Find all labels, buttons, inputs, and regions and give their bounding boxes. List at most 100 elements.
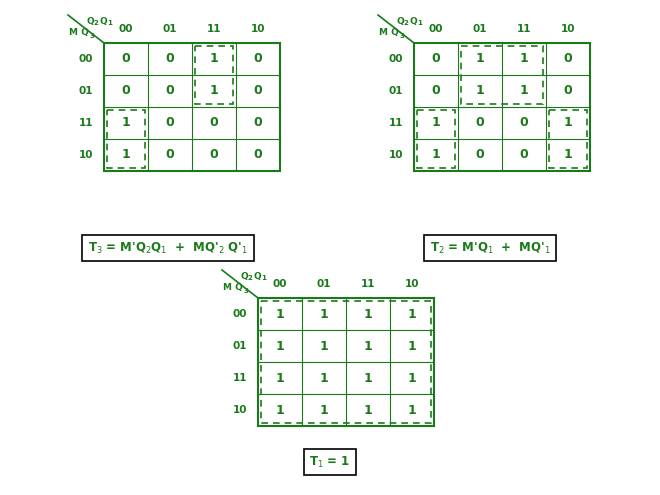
Text: 3: 3 — [400, 33, 405, 39]
Text: 11: 11 — [517, 24, 531, 34]
Text: 1: 1 — [276, 372, 284, 385]
Text: 0: 0 — [476, 148, 484, 161]
Text: 0: 0 — [432, 85, 440, 98]
Text: 11: 11 — [361, 279, 376, 289]
Text: 0: 0 — [210, 148, 218, 161]
Text: Q: Q — [397, 17, 405, 26]
Text: 0: 0 — [519, 116, 529, 130]
Text: 00: 00 — [79, 54, 93, 64]
Text: M Q: M Q — [223, 283, 243, 292]
Text: 10: 10 — [79, 150, 93, 160]
Text: 01: 01 — [473, 24, 487, 34]
Text: 1: 1 — [319, 372, 329, 385]
Text: 0: 0 — [166, 52, 174, 65]
Text: 1: 1 — [564, 116, 572, 130]
Text: 01: 01 — [163, 24, 178, 34]
Text: 00: 00 — [233, 309, 248, 319]
Text: 3: 3 — [244, 288, 249, 294]
Bar — [107, 110, 145, 168]
Bar — [461, 46, 543, 104]
Text: 1: 1 — [319, 340, 329, 352]
Text: 01: 01 — [317, 279, 331, 289]
Text: 1: 1 — [276, 340, 284, 352]
Text: 0: 0 — [253, 116, 263, 130]
Text: 00: 00 — [119, 24, 133, 34]
Text: 0: 0 — [253, 148, 263, 161]
Text: 1: 1 — [364, 372, 372, 385]
Text: 1: 1 — [519, 52, 529, 65]
Text: 10: 10 — [233, 405, 248, 415]
Bar — [417, 110, 455, 168]
Text: 10: 10 — [561, 24, 576, 34]
Text: 0: 0 — [432, 52, 440, 65]
Text: M Q: M Q — [379, 28, 399, 37]
Text: 10: 10 — [251, 24, 265, 34]
Text: Q: Q — [253, 272, 261, 281]
Text: 0: 0 — [210, 116, 218, 130]
Text: 1: 1 — [408, 372, 416, 385]
Text: 1: 1 — [408, 307, 416, 320]
Text: 1: 1 — [432, 148, 440, 161]
Text: 01: 01 — [79, 86, 93, 96]
Text: 0: 0 — [564, 52, 572, 65]
Text: T$_{2}$ = M'Q$_{1}$  +  MQ'$_{1}$: T$_{2}$ = M'Q$_{1}$ + MQ'$_{1}$ — [430, 241, 550, 255]
Text: 1: 1 — [210, 52, 218, 65]
Bar — [104, 43, 280, 171]
Text: 00: 00 — [273, 279, 287, 289]
Text: 0: 0 — [519, 148, 529, 161]
Text: Q: Q — [100, 17, 108, 26]
Text: Q: Q — [241, 272, 248, 281]
Bar — [258, 298, 434, 426]
Text: T$_{3}$ = M'Q$_{2}$Q$_{1}$  +  MQ'$_{2}$ Q'$_{1}$: T$_{3}$ = M'Q$_{2}$Q$_{1}$ + MQ'$_{2}$ Q… — [88, 241, 248, 255]
Text: Q: Q — [86, 17, 94, 26]
Text: 1: 1 — [476, 52, 484, 65]
Text: 0: 0 — [166, 148, 174, 161]
Text: 3: 3 — [90, 33, 95, 39]
Bar — [261, 301, 431, 423]
Text: 1: 1 — [319, 307, 329, 320]
Text: 2: 2 — [248, 275, 253, 281]
Text: 1: 1 — [408, 340, 416, 352]
Text: M Q: M Q — [69, 28, 89, 37]
Text: 1: 1 — [476, 85, 484, 98]
Text: 00: 00 — [429, 24, 444, 34]
Text: 1: 1 — [408, 403, 416, 416]
Text: 10: 10 — [405, 279, 419, 289]
Text: Q: Q — [410, 17, 418, 26]
Text: 0: 0 — [166, 85, 174, 98]
Text: 00: 00 — [389, 54, 403, 64]
Text: 0: 0 — [253, 52, 263, 65]
Text: 1: 1 — [416, 20, 422, 26]
Text: 11: 11 — [79, 118, 93, 128]
Text: 1: 1 — [432, 116, 440, 130]
Bar — [549, 110, 587, 168]
Text: 1: 1 — [519, 85, 529, 98]
Text: 01: 01 — [389, 86, 403, 96]
Bar — [414, 43, 590, 171]
Text: 1: 1 — [210, 85, 218, 98]
Text: 1: 1 — [276, 307, 284, 320]
Text: 0: 0 — [166, 116, 174, 130]
Bar — [195, 46, 233, 104]
Text: 0: 0 — [121, 85, 131, 98]
Text: 0: 0 — [121, 52, 131, 65]
Text: 11: 11 — [389, 118, 403, 128]
Text: 11: 11 — [207, 24, 221, 34]
Text: T$_{1}$ = 1: T$_{1}$ = 1 — [310, 454, 350, 470]
Text: 1: 1 — [121, 116, 131, 130]
Text: 10: 10 — [389, 150, 403, 160]
Text: 1: 1 — [319, 403, 329, 416]
Text: 2: 2 — [404, 20, 409, 26]
Text: 1: 1 — [121, 148, 131, 161]
Text: 11: 11 — [233, 373, 248, 383]
Text: 0: 0 — [476, 116, 484, 130]
Text: 1: 1 — [364, 307, 372, 320]
Text: 1: 1 — [261, 275, 265, 281]
Text: 0: 0 — [564, 85, 572, 98]
Text: 1: 1 — [276, 403, 284, 416]
Text: 1: 1 — [564, 148, 572, 161]
Text: 0: 0 — [253, 85, 263, 98]
Text: 2: 2 — [94, 20, 98, 26]
Text: 01: 01 — [233, 341, 248, 351]
Text: 1: 1 — [364, 340, 372, 352]
